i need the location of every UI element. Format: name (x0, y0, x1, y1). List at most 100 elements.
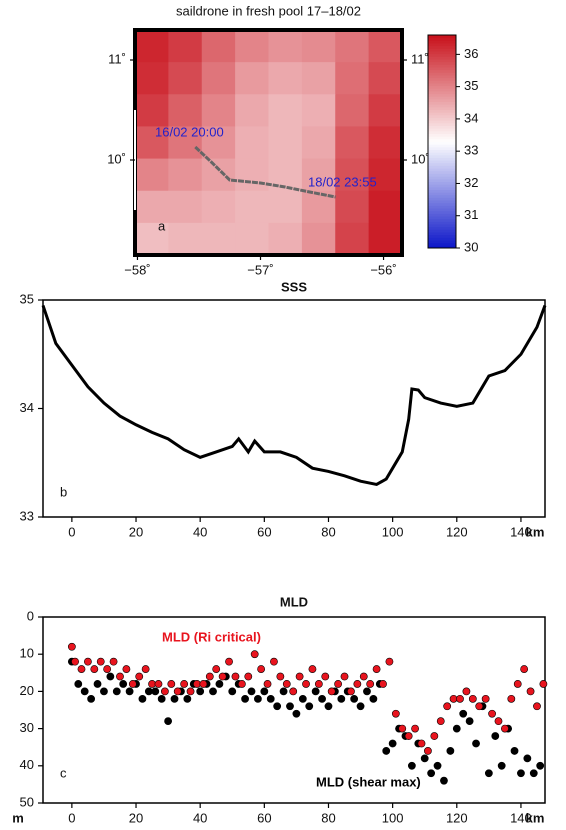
heat-cell (268, 126, 303, 160)
colorbar-step (428, 117, 456, 121)
mld-point (523, 754, 532, 763)
colorbar-step (428, 192, 456, 196)
x-tick-label: 140 (510, 810, 532, 825)
x-axis-label: km (526, 524, 545, 539)
heat-cell (135, 158, 169, 192)
mld-point (170, 694, 179, 703)
mld-point (289, 687, 298, 696)
mld-point (80, 687, 89, 696)
heat-cell (235, 222, 269, 256)
mld-point (273, 702, 282, 711)
heat-cell (135, 222, 169, 256)
mld-point (279, 687, 288, 696)
mld-point (372, 665, 381, 673)
colorbar-step (428, 181, 456, 185)
mld-point (180, 680, 189, 688)
mld-point (154, 680, 163, 688)
mld-point (103, 665, 112, 673)
colorbar-step (428, 53, 456, 57)
mld-point (237, 680, 246, 688)
mld-point (334, 680, 343, 688)
mld-point (404, 732, 413, 740)
mld-point (125, 687, 134, 696)
heat-cell (368, 94, 403, 127)
x-tick-label: 40 (193, 524, 207, 539)
colorbar-step (428, 58, 456, 63)
colorbar-step (428, 144, 456, 148)
x-tick-label: 20 (129, 524, 143, 539)
colorbar-step (428, 210, 456, 214)
colorbar-step (428, 245, 456, 249)
mld-point (430, 732, 439, 740)
mld-point (539, 680, 548, 688)
mld-point (257, 665, 266, 673)
heat-cell (368, 158, 403, 192)
panel-label: a (158, 218, 166, 233)
heat-cell (135, 30, 169, 63)
mld-point (260, 687, 269, 696)
x-tick-label: −57˚ (247, 262, 273, 277)
colorbar-step (428, 176, 456, 180)
heat-cell (168, 30, 203, 63)
mld-point (385, 657, 394, 666)
mld-point (173, 687, 182, 696)
colorbar-step (428, 141, 456, 145)
mld-point (100, 687, 108, 696)
colorbar-step (428, 109, 456, 113)
colorbar-step (428, 194, 456, 198)
y-tick-label: 33 (20, 508, 34, 523)
colorbar-step (428, 224, 456, 228)
colorbar-step (428, 232, 456, 236)
x-tick-label: 80 (321, 524, 335, 539)
mld-point (112, 687, 121, 696)
colorbar-frame (427, 34, 457, 249)
mld-point (244, 672, 253, 681)
colorbar-tick-label: 31 (464, 207, 478, 222)
colorbar-step (428, 154, 456, 158)
mld-point (74, 680, 83, 688)
heat-cell (301, 62, 336, 95)
colorbar-step (428, 234, 456, 238)
x-tick-label: 120 (446, 810, 468, 825)
colorbar-tick-label: 30 (464, 239, 478, 254)
mld-point (484, 769, 493, 778)
colorbar-step (428, 98, 456, 103)
heat-cell (368, 222, 403, 256)
mld-point (350, 694, 359, 703)
heat-cell (301, 126, 336, 160)
panel-label: c (60, 765, 67, 780)
mld-point (186, 687, 195, 696)
mld-point (446, 747, 455, 755)
colorbar-step (428, 242, 456, 246)
mld-point (215, 680, 224, 688)
colorbar-step (428, 208, 456, 212)
colorbar-step (428, 170, 456, 174)
heat-cell (135, 126, 169, 160)
colorbar-step (428, 160, 456, 164)
mld-point (347, 687, 355, 696)
colorbar-step (428, 64, 456, 68)
colorbar-tick-label: 34 (464, 110, 478, 125)
mld-point (116, 672, 124, 681)
mld-point (138, 694, 147, 703)
colorbar-step (428, 61, 456, 65)
heat-cell (135, 94, 169, 127)
mld-point (199, 680, 208, 688)
mld-point (440, 776, 448, 785)
x-tick-label: 140 (510, 524, 532, 539)
y-tick-label: 10˚ (107, 151, 126, 166)
y-axis-label: m (12, 810, 24, 825)
colorbar-step (428, 202, 456, 206)
heat-cell (168, 62, 203, 95)
heat-cell (268, 62, 303, 95)
heat-cell (301, 222, 336, 256)
mld-point (231, 672, 240, 681)
mld-point (481, 694, 490, 703)
colorbar-step (428, 138, 456, 142)
mld-point (517, 769, 525, 778)
mld-point (157, 694, 166, 703)
mld-point (379, 680, 387, 688)
y-tick-label: 34 (20, 400, 34, 415)
mld-point (295, 672, 304, 681)
